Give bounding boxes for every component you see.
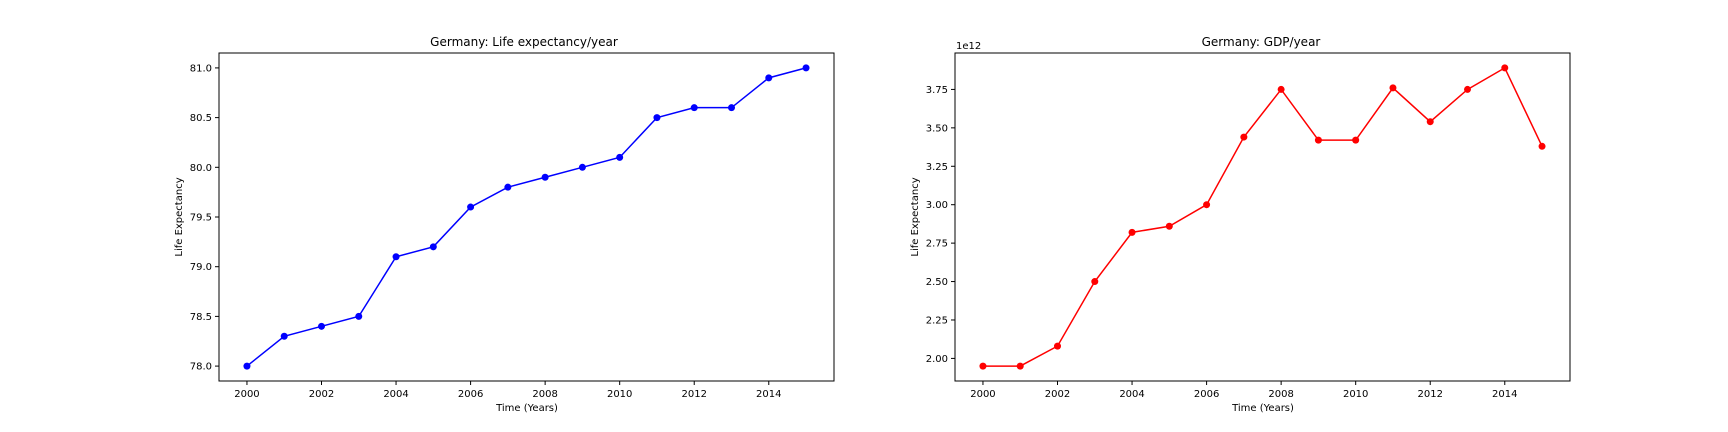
x-tick-label: 2014 xyxy=(1492,389,1517,400)
y-axis-label: Life Expectancy xyxy=(174,177,185,256)
data-point xyxy=(616,153,624,161)
data-point xyxy=(243,362,251,370)
data-series xyxy=(243,64,810,370)
x-tick-label: 2012 xyxy=(682,389,707,400)
data-point xyxy=(1538,142,1546,150)
y-tick-label: 79.0 xyxy=(190,262,212,273)
data-point xyxy=(541,173,549,181)
data-point xyxy=(392,253,400,261)
data-point xyxy=(280,332,288,340)
series-line xyxy=(246,67,807,367)
life-expectancy-chart: Germany: Life expectancy/year Time (Year… xyxy=(174,35,835,414)
chart-title: Germany: Life expectancy/year xyxy=(430,35,618,49)
data-point xyxy=(1352,136,1360,144)
x-tick-label: 2008 xyxy=(532,389,557,400)
x-tick-label: 2014 xyxy=(756,389,781,400)
data-point xyxy=(1426,118,1434,126)
data-point xyxy=(318,322,325,330)
x-tick-label: 2000 xyxy=(970,389,995,400)
y-tick-label: 81.0 xyxy=(190,63,212,74)
y-axis-label: Life Expectancy xyxy=(910,177,921,256)
data-point xyxy=(504,183,512,191)
data-point xyxy=(1128,228,1136,236)
data-point xyxy=(1091,278,1099,286)
data-point xyxy=(1203,201,1211,209)
data-point xyxy=(1389,84,1397,92)
data-point xyxy=(1501,64,1509,72)
x-axis-ticks: 2000 2002 2004 2006 2008 2010 2012 2014 xyxy=(970,381,1517,400)
y-tick-label: 3.00 xyxy=(926,200,948,211)
y-tick-label: 2.75 xyxy=(926,239,948,250)
data-point xyxy=(1464,85,1471,93)
y-tick-label: 80.5 xyxy=(190,113,212,124)
data-point xyxy=(802,64,810,72)
data-point xyxy=(690,104,698,112)
plot-area-frame xyxy=(218,52,835,382)
x-axis-label: Time (Years) xyxy=(495,403,558,414)
y-tick-label: 2.00 xyxy=(926,354,948,365)
y-tick-label: 3.75 xyxy=(926,85,948,96)
data-point xyxy=(355,312,363,320)
y-tick-label: 3.50 xyxy=(926,123,948,134)
data-point xyxy=(979,362,987,370)
x-tick-label: 2000 xyxy=(234,389,259,400)
data-point xyxy=(765,74,773,82)
data-point xyxy=(1240,133,1248,141)
x-axis-ticks: 2000 2002 2004 2006 2008 2010 2012 2014 xyxy=(234,381,781,400)
data-point xyxy=(1054,342,1061,350)
data-point xyxy=(653,114,661,122)
x-tick-label: 2006 xyxy=(458,389,483,400)
chart-title: Germany: GDP/year xyxy=(1202,35,1321,49)
y-axis-ticks: 78.0 78.5 79.0 79.5 80.0 80.5 81.0 xyxy=(190,63,219,373)
y-tick-label: 2.25 xyxy=(926,315,948,326)
x-tick-label: 2010 xyxy=(607,389,632,400)
x-tick-label: 2002 xyxy=(1045,389,1070,400)
data-point xyxy=(467,203,475,211)
x-tick-label: 2004 xyxy=(1119,389,1144,400)
series-line xyxy=(982,66,1543,367)
x-tick-label: 2010 xyxy=(1343,389,1368,400)
y-tick-label: 79.5 xyxy=(190,213,212,224)
x-tick-label: 2012 xyxy=(1418,389,1443,400)
data-point xyxy=(1165,222,1173,230)
y-tick-label: 2.50 xyxy=(926,277,948,288)
y-offset-label: 1e12 xyxy=(956,41,981,52)
x-tick-label: 2004 xyxy=(383,389,408,400)
x-tick-label: 2008 xyxy=(1268,389,1293,400)
y-tick-label: 80.0 xyxy=(190,163,212,174)
y-tick-label: 3.25 xyxy=(926,162,948,173)
x-tick-label: 2002 xyxy=(309,389,334,400)
data-point xyxy=(429,243,437,251)
data-series xyxy=(979,64,1546,370)
plot-area-frame xyxy=(954,52,1571,382)
x-tick-label: 2006 xyxy=(1194,389,1219,400)
y-axis-ticks: 2.00 2.25 2.50 2.75 3.00 3.25 3.50 3.75 xyxy=(926,85,955,365)
y-tick-label: 78.5 xyxy=(190,312,212,323)
data-point xyxy=(578,163,586,171)
y-tick-label: 78.0 xyxy=(190,362,212,373)
x-axis-label: Time (Years) xyxy=(1231,403,1294,414)
data-point xyxy=(1016,362,1024,370)
data-point xyxy=(728,104,735,112)
data-point xyxy=(1277,85,1285,93)
gdp-chart: Germany: GDP/year 1e12 Time (Years) Life… xyxy=(910,35,1571,414)
data-point xyxy=(1314,136,1322,144)
